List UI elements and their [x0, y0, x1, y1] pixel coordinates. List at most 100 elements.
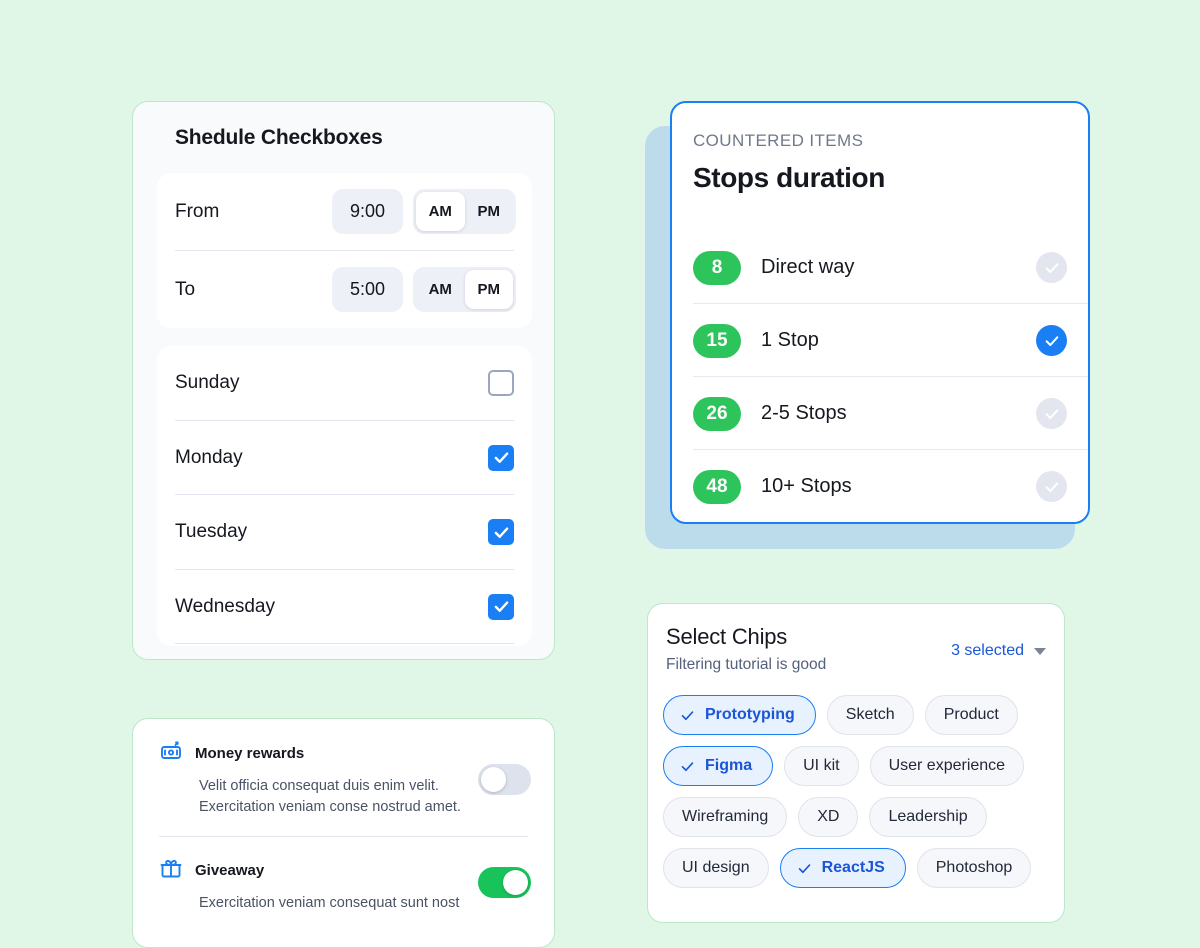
- stops-duration-card: COUNTERED ITEMS Stops duration 8 Direct …: [670, 101, 1090, 524]
- time-value-to[interactable]: 5:00: [332, 267, 403, 312]
- meridiem-pm-from[interactable]: PM: [477, 203, 501, 220]
- divider: [175, 494, 514, 495]
- money-reward-icon: [159, 739, 183, 768]
- chip-ui-design[interactable]: UI design: [663, 848, 769, 888]
- chip-figma[interactable]: Figma: [663, 746, 774, 786]
- divider: [693, 376, 1088, 377]
- chip-label: UI design: [682, 859, 750, 876]
- chip-label: Leadership: [888, 808, 968, 825]
- divider: [175, 643, 514, 644]
- stops-list: 8 Direct way 15 1 Stop: [672, 231, 1088, 522]
- divider: [693, 449, 1088, 450]
- stop-label: 1 Stop: [761, 329, 819, 351]
- chip-label: ReactJS: [821, 859, 885, 876]
- divider: [175, 419, 514, 421]
- day-row-sunday[interactable]: Sunday: [157, 346, 532, 421]
- chips-selected-label: 3 selected: [951, 642, 1024, 659]
- time-row-to-label: To: [175, 278, 196, 300]
- stop-count-badge: 48: [693, 469, 741, 504]
- stops-eyebrow: COUNTERED ITEMS: [693, 131, 864, 150]
- stop-checkmark-10-plus-stops[interactable]: [1036, 471, 1067, 502]
- meridiem-am-from[interactable]: AM: [416, 192, 465, 231]
- day-row-wednesday[interactable]: Wednesday: [157, 570, 532, 644]
- meridiem-toggle-from[interactable]: AM PM: [413, 189, 516, 234]
- divider: [693, 303, 1088, 304]
- gift-icon: [159, 856, 183, 885]
- settings-toggle-card: Money rewards Velit officia consequat du…: [132, 718, 555, 948]
- chip-xd[interactable]: XD: [798, 797, 859, 837]
- toggle-row-money-rewards: Money rewards Velit officia consequat du…: [133, 719, 554, 836]
- chip-reactjs[interactable]: ReactJS: [779, 848, 906, 888]
- stop-label: Direct way: [761, 256, 855, 278]
- stop-count-badge: 8: [693, 250, 741, 285]
- checkbox-sunday[interactable]: [488, 370, 514, 397]
- stop-label: 10+ Stops: [761, 475, 852, 497]
- toggle-description: Velit officia consequat duis enim velit.…: [199, 778, 461, 815]
- day-label: Wednesday: [175, 595, 275, 617]
- stop-count-badge: 15: [693, 323, 741, 358]
- day-row-monday[interactable]: Monday: [157, 421, 532, 495]
- day-row-tuesday[interactable]: Tuesday: [157, 495, 532, 570]
- chips-subtitle: Filtering tutorial is good: [666, 656, 827, 673]
- time-value-from[interactable]: 9:00: [332, 189, 403, 234]
- day-label: Sunday: [175, 372, 240, 394]
- stop-row-direct-way[interactable]: 8 Direct way: [672, 231, 1088, 304]
- divider: [159, 836, 528, 837]
- chip-label: Sketch: [845, 706, 895, 723]
- time-row-to: To 5:00 AM PM: [157, 251, 532, 328]
- chip-label: Prototyping: [705, 706, 795, 723]
- toggle-header: Money rewards: [159, 739, 528, 768]
- stop-checkmark-direct-way[interactable]: [1036, 252, 1067, 283]
- toggle-title: Giveaway: [195, 862, 265, 879]
- canvas: Shedule Checkboxes From 9:00 AM PM To 5:…: [132, 101, 1090, 948]
- chip-product[interactable]: Product: [924, 695, 1018, 735]
- toggle-header: Giveaway: [159, 856, 528, 885]
- chip-label: XD: [817, 808, 840, 825]
- day-checkbox-list: Sunday Monday Tuesday: [157, 346, 532, 646]
- toggle-knob: [503, 870, 528, 895]
- chip-label: Figma: [705, 757, 753, 774]
- chip-label: Product: [943, 706, 999, 723]
- chip-prototyping[interactable]: Prototyping: [663, 695, 816, 735]
- select-chips-card: Select Chips Filtering tutorial is good …: [647, 603, 1065, 923]
- chips-title: Select Chips: [666, 624, 788, 649]
- checkbox-tuesday[interactable]: [488, 519, 514, 546]
- chip-user-experience[interactable]: User experience: [869, 746, 1025, 786]
- day-label: Tuesday: [175, 521, 248, 543]
- time-range-panel: From 9:00 AM PM To 5:00 AM PM: [157, 173, 532, 328]
- chip-label: Photoshop: [935, 859, 1013, 876]
- divider: [175, 250, 514, 251]
- chip-label: User experience: [888, 757, 1006, 774]
- chevron-down-icon: [1034, 647, 1046, 655]
- stop-row-1-stop[interactable]: 15 1 Stop: [672, 304, 1088, 377]
- page-title: Shedule Checkboxes: [175, 126, 383, 149]
- checkbox-monday[interactable]: [488, 444, 514, 471]
- time-row-from-label: From: [175, 200, 220, 222]
- stop-row-2-5-stops[interactable]: 26 2-5 Stops: [672, 377, 1088, 450]
- chip-ui-kit[interactable]: UI kit: [784, 746, 859, 786]
- schedule-card: Shedule Checkboxes From 9:00 AM PM To 5:…: [132, 101, 555, 660]
- stop-checkmark-1-stop[interactable]: [1036, 325, 1067, 356]
- chip-leadership[interactable]: Leadership: [869, 797, 987, 837]
- chips-selected-dropdown[interactable]: 3 selected: [951, 642, 1046, 660]
- toggle-switch-money-rewards[interactable]: [478, 764, 531, 795]
- stop-checkmark-2-5-stops[interactable]: [1036, 398, 1067, 429]
- divider: [175, 568, 514, 570]
- toggle-title: Money rewards: [195, 745, 305, 762]
- toggle-description: Exercitation veniam consequat sunt nost: [199, 895, 460, 911]
- stop-count-badge: 26: [693, 396, 741, 431]
- stop-row-10-plus-stops[interactable]: 48 10+ Stops: [672, 450, 1088, 522]
- chip-label: UI kit: [803, 757, 840, 774]
- meridiem-toggle-to[interactable]: AM PM: [413, 267, 516, 312]
- meridiem-am-to[interactable]: AM: [428, 281, 452, 298]
- chip-photoshop[interactable]: Photoshop: [916, 848, 1032, 888]
- chip-sketch[interactable]: Sketch: [826, 695, 914, 735]
- day-label: Monday: [175, 446, 243, 468]
- checkbox-wednesday[interactable]: [488, 593, 514, 620]
- time-row-from: From 9:00 AM PM: [157, 173, 532, 250]
- toggle-switch-giveaway[interactable]: [478, 867, 531, 898]
- meridiem-pm-to[interactable]: PM: [464, 270, 513, 309]
- chip-wireframing[interactable]: Wireframing: [663, 797, 788, 837]
- toggle-knob: [481, 767, 506, 792]
- chips-container: Prototyping Sketch Product Figma: [663, 695, 1054, 888]
